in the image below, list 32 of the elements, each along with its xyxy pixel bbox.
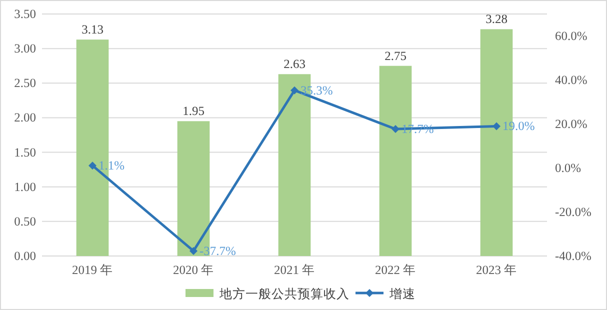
y-tick-label: 0.50 [14, 214, 36, 228]
point [290, 86, 298, 94]
y2-tick-label: 0.0% [555, 161, 582, 175]
point [492, 122, 500, 130]
y-tick-label: 3.00 [14, 42, 36, 56]
data-label: 2.63 [284, 57, 306, 72]
x-tick-label: 2019 年 [72, 263, 114, 277]
point [392, 125, 400, 134]
y2-tick-label: 20.0% [555, 117, 588, 131]
point [88, 162, 96, 170]
legend-label: 地方一般公共预算收入 [218, 286, 350, 301]
y-tick-label: 0.00 [14, 249, 36, 263]
y2-tick-label: 40.0% [555, 73, 588, 87]
y-tick-label: 2.00 [14, 110, 36, 125]
y2-tick-label: 60.0% [555, 29, 588, 43]
data-label: 1.95 [182, 104, 204, 118]
data-label: 3.13 [82, 22, 104, 37]
y-tick-label: 1.50 [14, 145, 36, 160]
y-tick-label: 2.50 [14, 76, 36, 90]
data-label: 2.75 [384, 48, 406, 63]
y2-tick-label: -20.0% [555, 205, 592, 219]
y2-tick-label: -40.0% [555, 249, 592, 263]
y-tick-label: 3.50 [14, 7, 36, 21]
x-tick-label: 2021 年 [274, 263, 316, 277]
data-label: 17.7% [402, 122, 434, 136]
data-label: 3.28 [486, 12, 508, 26]
legend-label: 增速 [388, 286, 416, 301]
x-tick-label: 2020 年 [172, 263, 214, 277]
x-tick-label: 2023 年 [476, 263, 518, 277]
point [190, 246, 198, 255]
x-tick-label: 2022 年 [374, 263, 416, 277]
y-tick-label: 1.00 [14, 180, 36, 194]
